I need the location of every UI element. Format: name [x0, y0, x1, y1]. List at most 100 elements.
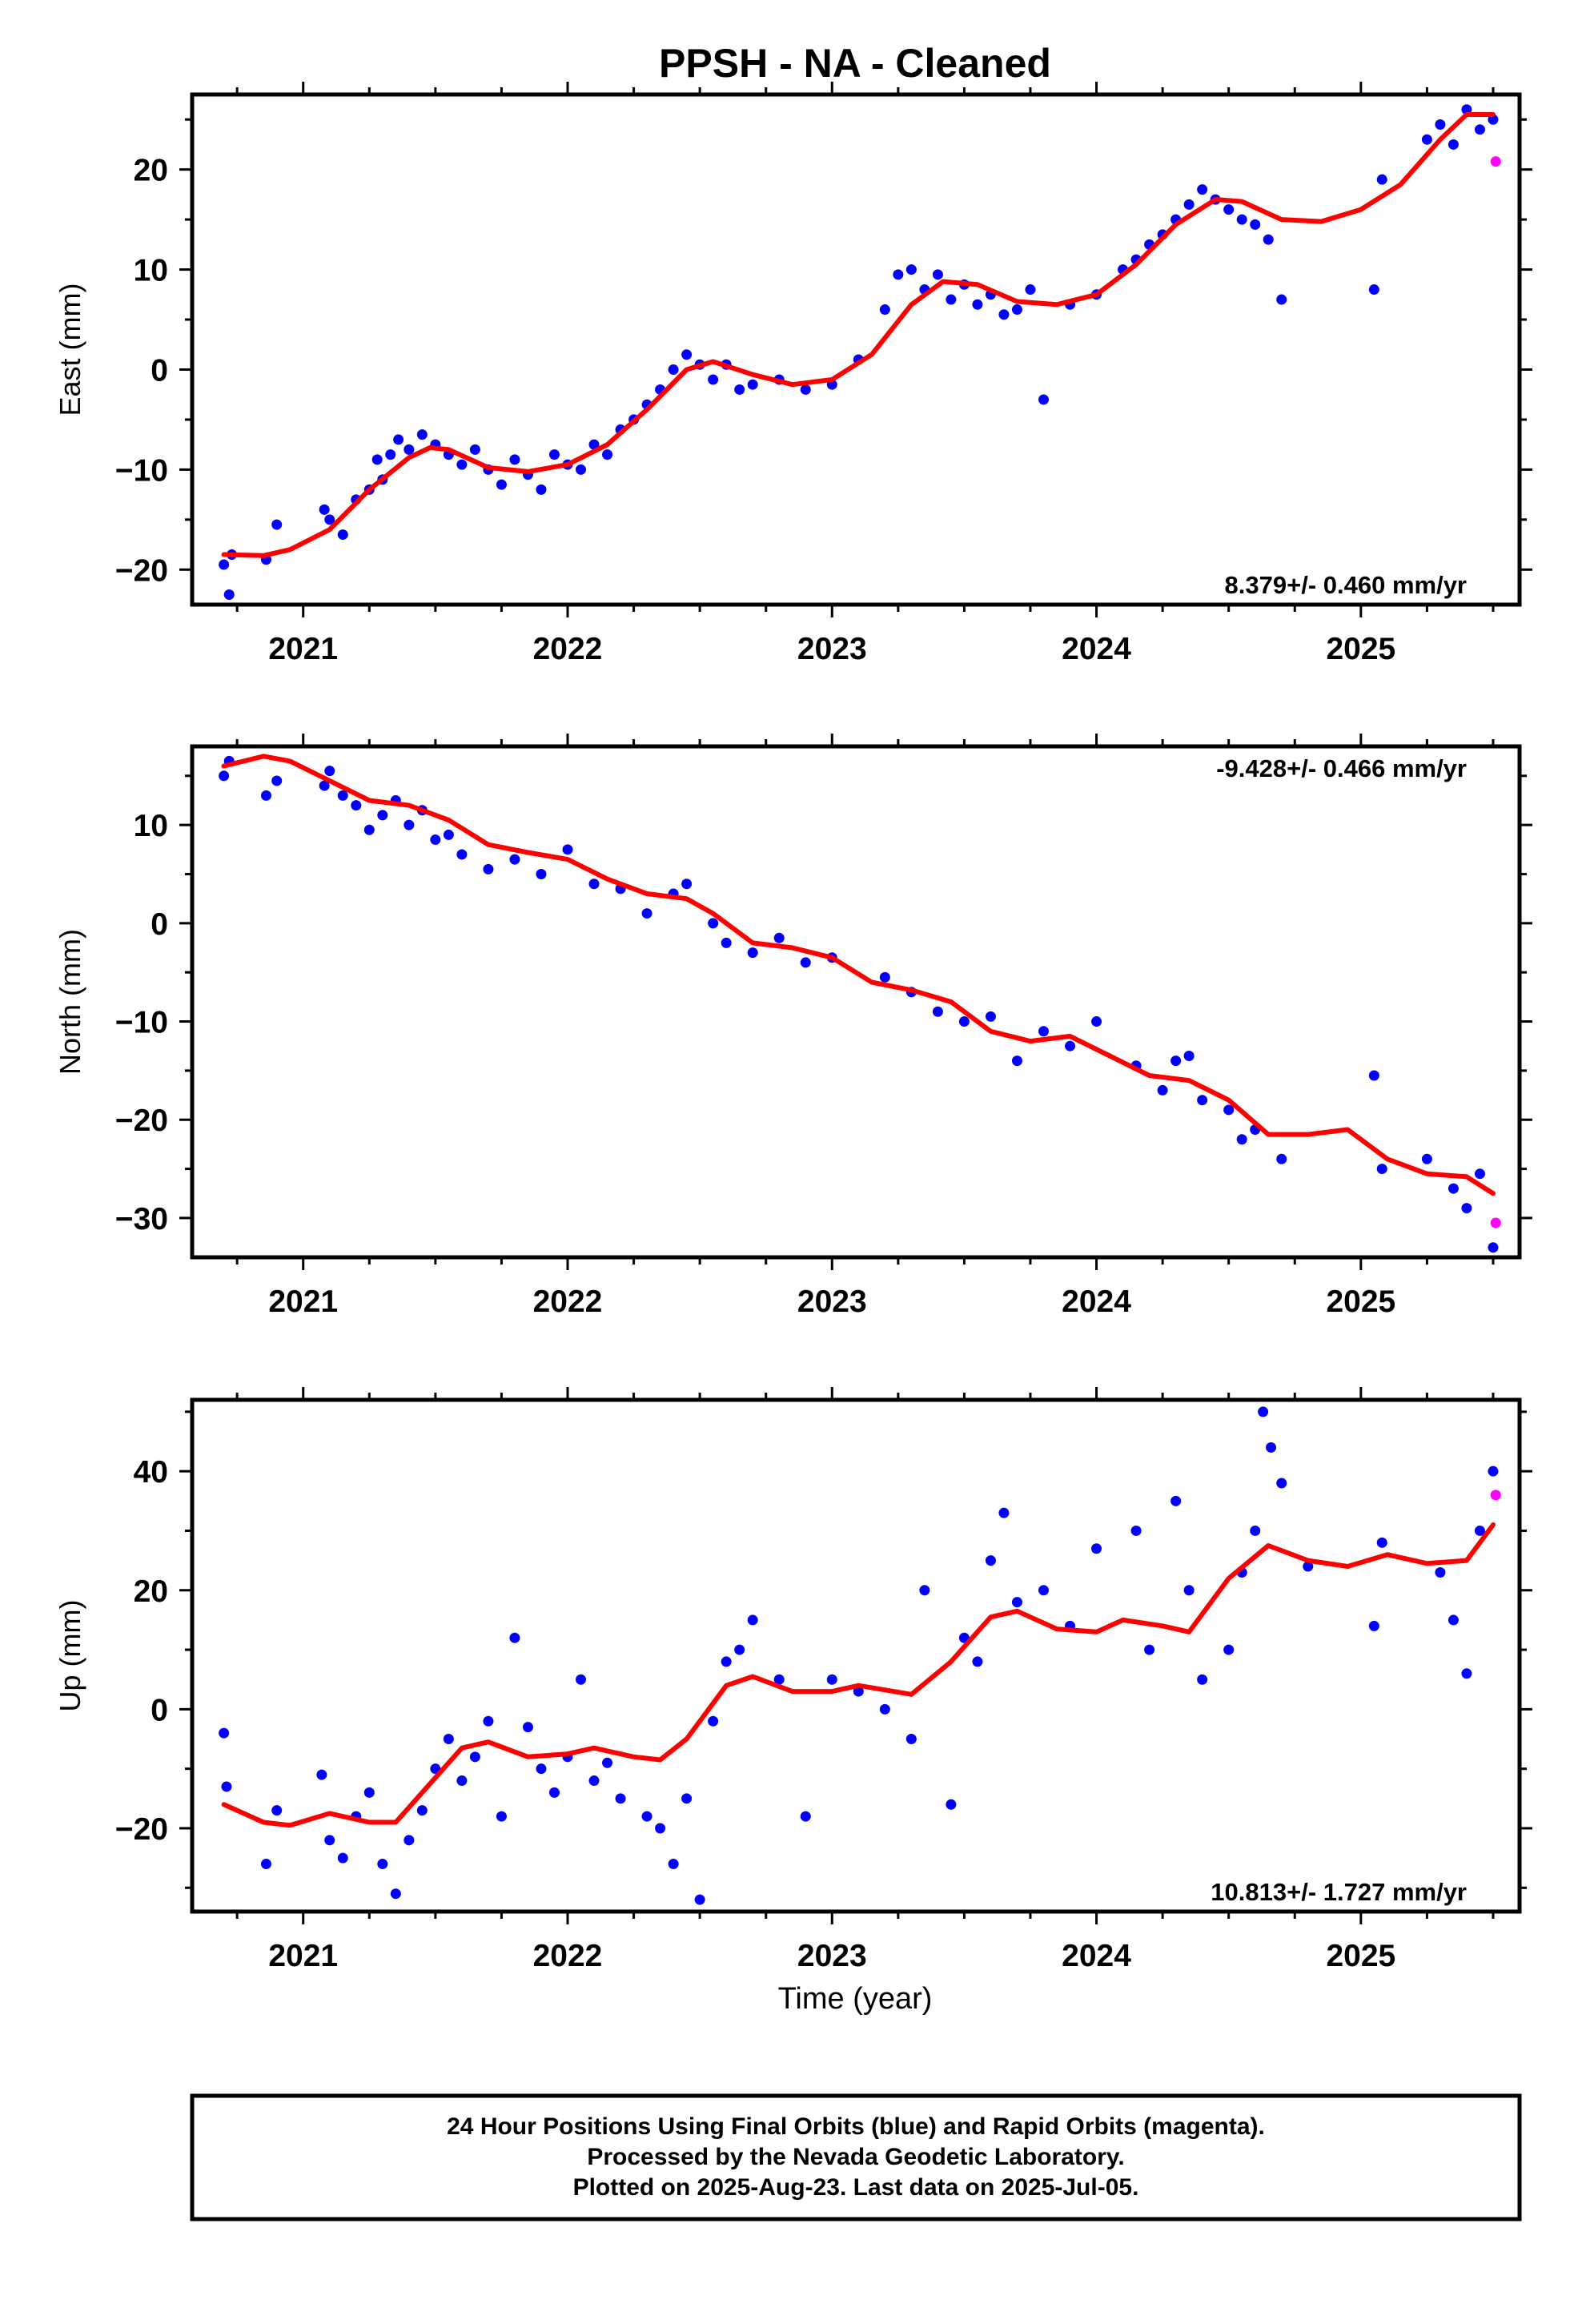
final-orbit-point	[905, 1734, 917, 1745]
x-tick-label: 2021	[268, 1285, 338, 1319]
final-orbit-point	[1170, 1495, 1182, 1506]
final-orbit-point	[576, 1674, 587, 1685]
final-orbit-point	[588, 439, 600, 450]
final-orbit-point	[1197, 184, 1208, 195]
velocity-rate-label: -9.428+/- 0.466 mm/yr	[1216, 754, 1467, 782]
final-orbit-point	[404, 1835, 415, 1846]
final-orbit-point	[1461, 104, 1472, 115]
final-orbit-point	[393, 434, 404, 445]
final-orbit-point	[998, 309, 1010, 320]
final-orbit-point	[219, 559, 230, 570]
x-tick-label: 2024	[1062, 632, 1131, 666]
final-orbit-point	[221, 1781, 232, 1792]
final-orbit-point	[1263, 234, 1274, 245]
final-orbit-point	[576, 464, 587, 475]
legend-note-frame	[190, 2093, 1522, 2221]
final-orbit-point	[1435, 1566, 1446, 1578]
final-orbit-point	[800, 957, 811, 968]
final-orbit-point	[1488, 1466, 1499, 1477]
final-orbit-point	[319, 504, 330, 515]
final-orbit-point	[1065, 1040, 1076, 1051]
final-orbit-point	[1038, 394, 1049, 405]
final-orbit-point	[1091, 1543, 1102, 1554]
final-orbit-point	[1461, 1668, 1472, 1679]
final-orbit-point	[1474, 124, 1485, 135]
final-orbit-point	[655, 1823, 666, 1834]
final-orbit-point	[483, 863, 494, 875]
legend-note-line-1: 24 Hour Positions Using Final Orbits (bl…	[447, 2113, 1265, 2140]
final-orbit-point	[1488, 1242, 1499, 1253]
final-orbit-point	[708, 918, 719, 929]
final-orbit-point	[416, 1805, 428, 1816]
final-orbit-point	[1421, 1153, 1432, 1164]
y-tick-label: −30	[115, 1202, 168, 1236]
x-tick-label: 2022	[533, 632, 603, 666]
final-orbit-point	[377, 810, 388, 821]
final-orbit-point	[893, 269, 904, 280]
y-tick-label: 10	[134, 809, 168, 843]
final-orbit-point	[932, 1006, 943, 1017]
final-orbit-point	[1250, 219, 1261, 230]
final-orbit-point	[1447, 139, 1459, 150]
data-layer	[219, 104, 1501, 601]
final-orbit-point	[800, 1811, 811, 1822]
rapid-orbit-point	[1490, 1490, 1501, 1501]
rapid-orbit-point	[1490, 156, 1501, 167]
data-layer	[219, 754, 1501, 1253]
final-orbit-point	[905, 264, 917, 275]
final-orbit-point	[1223, 1104, 1235, 1116]
final-orbit-point	[1223, 1644, 1235, 1655]
final-orbit-point	[1025, 284, 1036, 296]
final-orbit-point	[456, 459, 468, 470]
final-orbit-point	[1276, 1478, 1287, 1489]
final-orbit-point	[734, 1644, 745, 1655]
final-orbit-point	[668, 1859, 679, 1870]
figure-title: PPSH - NA - Cleaned	[659, 41, 1051, 86]
final-orbit-point	[1276, 294, 1287, 305]
final-orbit-point	[509, 1632, 520, 1643]
final-orbit-point	[932, 269, 943, 280]
final-orbit-point	[721, 937, 732, 948]
final-orbit-point	[588, 1775, 600, 1787]
legend-note-line-3: Plotted on 2025-Aug-23. Last data on 202…	[573, 2174, 1139, 2201]
final-orbit-point	[972, 1656, 983, 1667]
final-orbit-point	[548, 1787, 560, 1798]
x-tick-label: 2021	[268, 1939, 338, 1973]
y-tick-label: 20	[134, 1574, 168, 1609]
final-orbit-point	[260, 790, 271, 801]
final-orbit-point	[946, 294, 957, 305]
final-orbit-point	[443, 1734, 454, 1745]
final-orbit-point	[734, 384, 745, 395]
final-orbit-point	[998, 1507, 1010, 1518]
y-tick-label: 20	[134, 154, 168, 188]
final-orbit-point	[1144, 1644, 1155, 1655]
final-orbit-point	[1197, 1674, 1208, 1685]
final-orbit-point	[1435, 119, 1446, 130]
x-tick-label: 2023	[797, 632, 867, 666]
data-layer	[219, 1406, 1501, 1905]
final-orbit-point	[522, 1722, 533, 1733]
final-orbit-point	[1368, 1620, 1379, 1631]
final-orbit-point	[319, 780, 330, 791]
y-tick-label: −20	[115, 553, 168, 588]
final-orbit-point	[826, 1674, 837, 1685]
final-orbit-point	[1250, 1525, 1261, 1536]
north-panel: 2021 2022 2023 2024 2025 10 0 −10 −20 −30 North (m…	[54, 734, 1532, 1319]
final-orbit-point	[536, 1763, 547, 1775]
final-orbit-point	[747, 379, 758, 390]
final-orbit-point	[602, 449, 613, 460]
x-tick-label: 2022	[533, 1939, 603, 1973]
final-orbit-point	[469, 444, 480, 455]
plot-frame	[190, 744, 1522, 1260]
x-axis-label: Time (year)	[778, 1982, 933, 2016]
final-orbit-point	[1183, 1585, 1195, 1596]
final-orbit-point	[1447, 1183, 1459, 1194]
final-orbit-point	[443, 829, 454, 840]
final-orbit-point	[219, 770, 230, 782]
final-orbit-point	[385, 449, 396, 460]
final-orbit-point	[390, 1888, 401, 1900]
final-orbit-point	[271, 519, 283, 530]
final-orbit-point	[562, 844, 573, 855]
final-orbit-point	[271, 775, 283, 786]
